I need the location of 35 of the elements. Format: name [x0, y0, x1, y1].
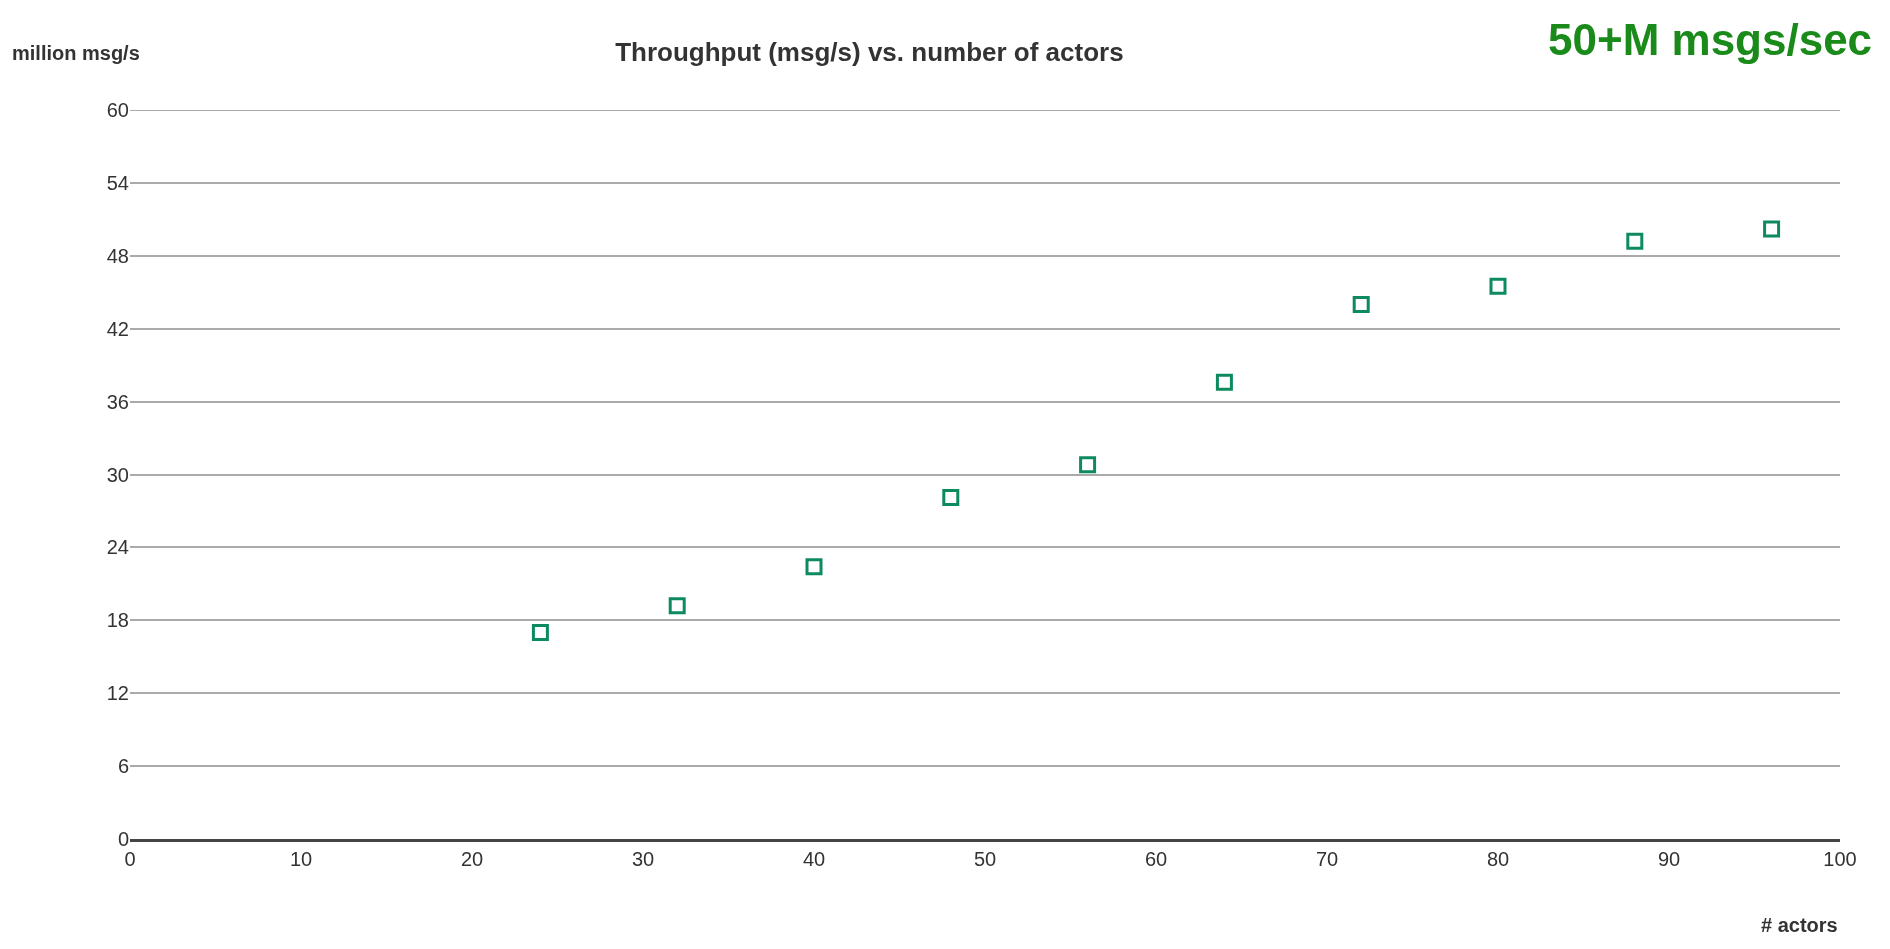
x-tick-label: 80	[1486, 848, 1510, 870]
y-tick-label: 54	[106, 171, 129, 194]
point	[531, 623, 549, 641]
y-tick-label: 24	[106, 536, 129, 559]
text: 50+M msgs/sec	[1548, 15, 1873, 64]
x-tick-label: 20	[460, 848, 484, 870]
y-tick-label: 0	[117, 828, 129, 850]
point	[942, 489, 960, 507]
point	[1215, 373, 1233, 391]
y-tick-label: 42	[106, 317, 129, 340]
point	[805, 558, 823, 576]
y-tick-label: 36	[106, 390, 129, 413]
chart-title: Throughput (msg/s) vs. number of actors	[615, 36, 1124, 67]
y-tick-label: 6	[117, 755, 129, 778]
x-tick-label: 40	[802, 848, 826, 870]
x-tick-label: 10	[289, 848, 313, 870]
point	[1079, 456, 1097, 474]
x-tick-label: 90	[1657, 848, 1681, 870]
x-tick-label: 100	[1823, 848, 1857, 870]
y-tick-label: 30	[106, 463, 129, 486]
x-axis-title: # actors	[1761, 914, 1838, 936]
y-tick-label: 48	[106, 244, 129, 267]
point	[1763, 220, 1781, 238]
point	[1489, 277, 1507, 295]
x-tick-label: 60	[1144, 848, 1168, 870]
x-tick-label: 50	[973, 848, 997, 870]
y-tick-label: 12	[106, 682, 129, 705]
y-tick-label: 18	[106, 609, 129, 632]
point	[1352, 295, 1370, 313]
y-tick-label: 60	[106, 99, 129, 121]
x-tick-label: 70	[1315, 848, 1339, 870]
y-axis-title: million msg/s	[12, 42, 140, 64]
point	[1626, 232, 1644, 250]
point	[668, 597, 686, 615]
x-tick-label: 30	[631, 848, 655, 870]
